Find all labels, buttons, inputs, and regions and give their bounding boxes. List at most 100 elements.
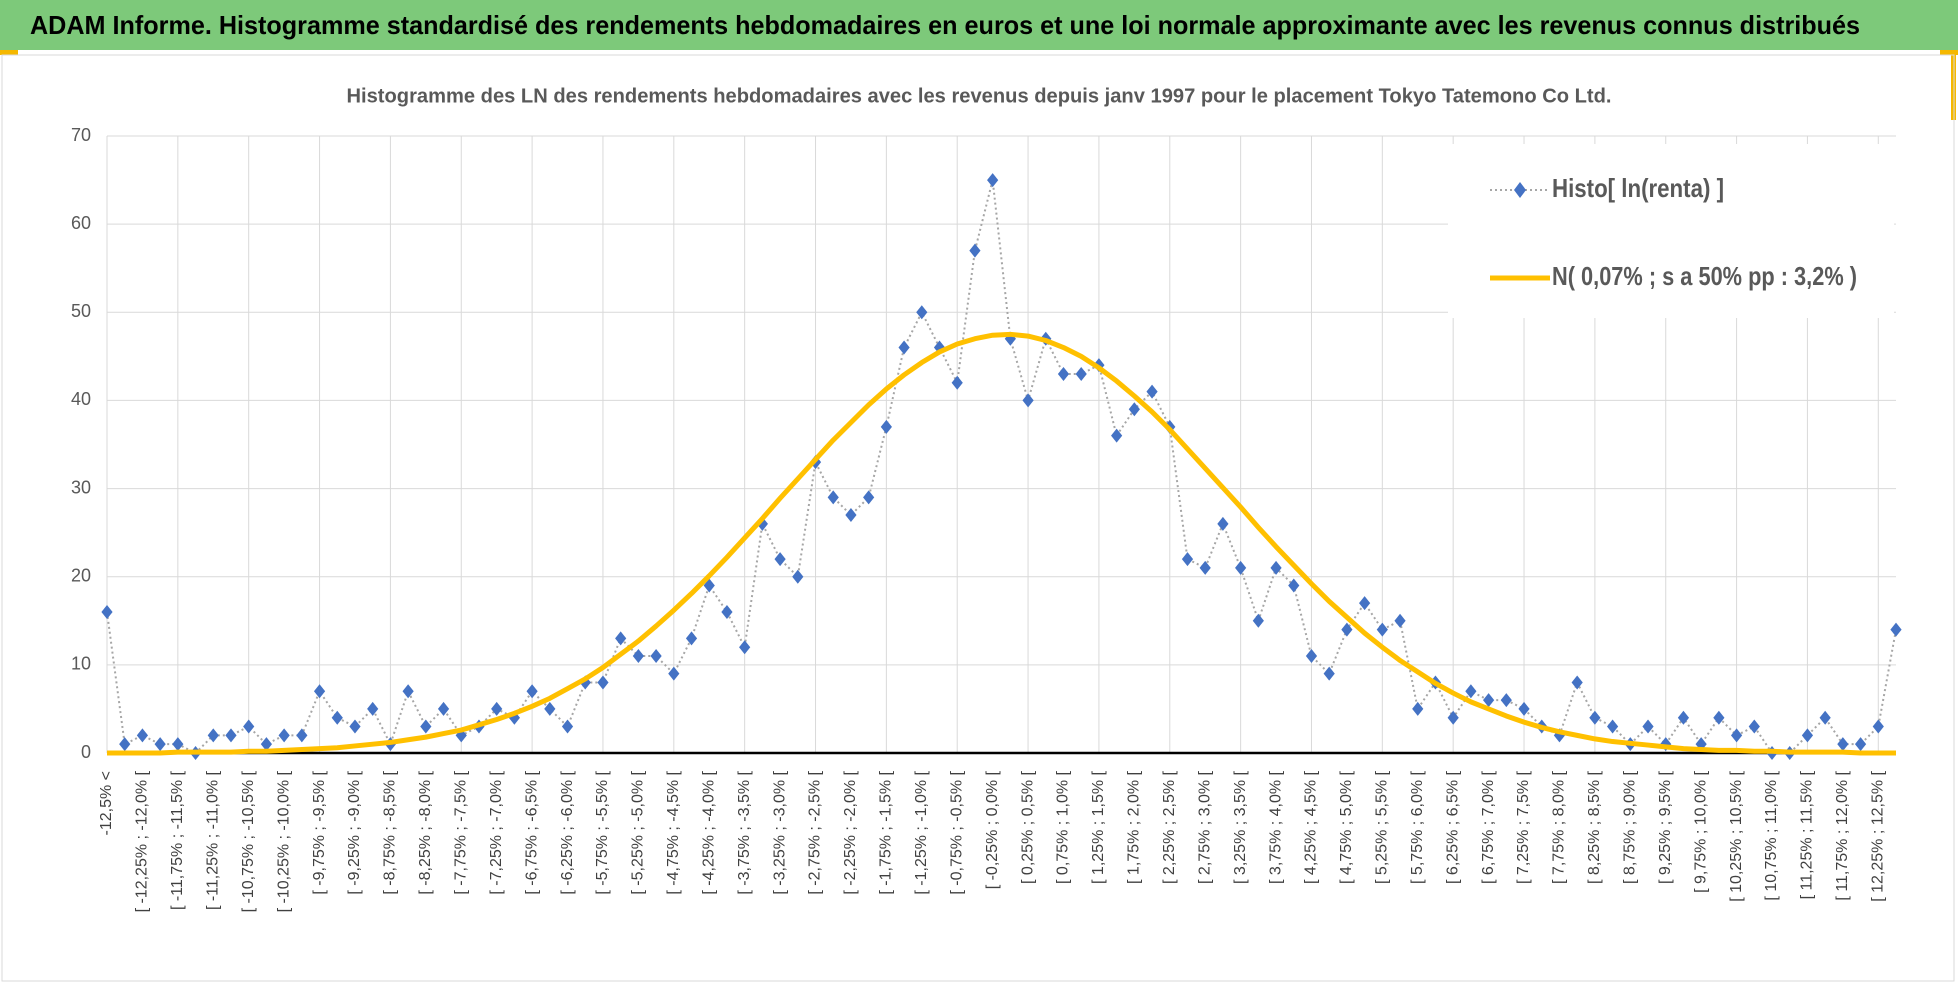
- diamond-marker: [1022, 393, 1034, 408]
- diamond-marker: [987, 173, 999, 188]
- x-tick-label: [ -6,75% ; -6,5% [: [523, 770, 540, 894]
- diamond-marker: [119, 737, 131, 752]
- diamond-marker: [1518, 701, 1530, 716]
- diamond-marker: [668, 666, 680, 681]
- diamond-marker: [1713, 710, 1725, 725]
- x-tick-label: [ -1,75% ; -1,5% [: [878, 770, 895, 894]
- diamond-marker: [1500, 693, 1512, 708]
- diamond-marker: [685, 631, 698, 646]
- diamond-marker: [561, 719, 574, 734]
- diamond-marker: [1323, 666, 1335, 681]
- diamond-marker: [207, 728, 219, 743]
- x-tick-label: [ 10,25% ; 10,5% [: [1728, 770, 1745, 901]
- y-tick-label: 40: [71, 389, 91, 409]
- diamond-marker: [243, 719, 255, 734]
- x-tick-label: [ -2,75% ; -2,5% [: [807, 770, 824, 894]
- legend-box: [1448, 144, 1894, 318]
- x-tick-label: [ 2,25% ; 2,5% [: [1161, 770, 1178, 884]
- x-tick-label: [ -4,25% ; -4,0% [: [700, 770, 717, 894]
- x-tick-label: [ 4,75% ; 5,0% [: [1338, 770, 1355, 884]
- diamond-marker: [1252, 613, 1264, 628]
- diamond-marker: [721, 604, 733, 619]
- diamond-marker: [278, 728, 290, 743]
- y-tick-label: 70: [71, 125, 91, 145]
- diamond-marker: [225, 728, 237, 743]
- x-tick-label: [ -9,75% ; -9,5% [: [311, 770, 328, 894]
- diamond-marker: [1819, 710, 1831, 725]
- x-tick-label: [ 12,25% ; 12,5% [: [1870, 770, 1887, 901]
- x-tick-label: [ -6,25% ; -6,0% [: [559, 770, 576, 894]
- diamond-marker: [437, 701, 450, 716]
- x-tick-label: [ -10,75% ; -10,5% [: [240, 770, 257, 912]
- diamond-marker: [739, 640, 751, 655]
- diamond-marker: [1801, 728, 1814, 743]
- diamond-marker: [1305, 649, 1318, 664]
- y-tick-label: 50: [71, 301, 91, 321]
- diamond-marker: [1447, 710, 1459, 725]
- y-tick-label: 20: [71, 565, 91, 585]
- x-tick-label: -12,5% <: [98, 771, 115, 835]
- diamond-marker: [544, 701, 556, 716]
- x-tick-label: [ -12,25% ; -12,0% [: [134, 770, 151, 912]
- diamond-marker: [313, 684, 326, 699]
- x-tick-label: [ 2,75% ; 3,0% [: [1196, 770, 1213, 884]
- diamond-marker: [650, 649, 662, 664]
- diamond-marker: [1181, 552, 1194, 567]
- diamond-marker: [1872, 719, 1884, 734]
- diamond-marker: [1341, 622, 1353, 637]
- diamond-marker: [1270, 560, 1282, 575]
- x-tick-label: [ 8,75% ; 9,0% [: [1622, 770, 1639, 884]
- diamond-marker: [632, 649, 644, 664]
- diamond-marker: [1359, 596, 1371, 611]
- diamond-marker: [1483, 693, 1495, 708]
- diamond-marker: [136, 728, 149, 743]
- series-line: [106, 179, 1897, 755]
- x-tick-label: [ -2,25% ; -2,0% [: [842, 770, 859, 894]
- diamond-marker: [880, 419, 892, 434]
- x-tick-label: [ -3,25% ; -3,0% [: [771, 770, 788, 894]
- x-tick-label: [ 0,75% ; 1,0% [: [1055, 770, 1072, 884]
- y-tick-label: 60: [71, 213, 91, 233]
- diamond-marker: [916, 305, 928, 320]
- x-tick-label: [ 5,25% ; 5,5% [: [1374, 770, 1391, 884]
- x-tick-label: [ -5,25% ; -5,0% [: [630, 770, 647, 894]
- x-tick-label: [ 1,25% ; 1,5% [: [1090, 770, 1107, 884]
- x-tick-label: [ 11,25% ; 11,5% [: [1799, 770, 1816, 899]
- diamond-marker: [898, 340, 910, 355]
- corner-accent: [1940, 50, 1958, 55]
- diamond-marker: [774, 552, 786, 567]
- diamond-marker: [1111, 428, 1123, 443]
- x-tick-label: [ -3,75% ; -3,5% [: [736, 770, 753, 894]
- diamond-marker: [349, 719, 361, 734]
- diamond-marker: [1748, 719, 1760, 734]
- diamond-marker: [260, 737, 273, 752]
- x-tick-label: [ -9,25% ; -9,0% [: [346, 770, 363, 894]
- y-tick-label: 10: [71, 654, 91, 674]
- diamond-marker: [1606, 719, 1619, 734]
- x-tick-label: [ 0,25% ; 0,5% [: [1019, 770, 1036, 884]
- x-tick-label: [ 8,25% ; 8,5% [: [1586, 770, 1603, 884]
- x-tick-label: [ 10,75% ; 11,0% [: [1763, 770, 1780, 900]
- diamond-marker: [1589, 710, 1601, 725]
- legend-label: Histo[ ln(renta) ]: [1552, 173, 1724, 203]
- x-tick-label: [ 9,75% ; 10,0% [: [1692, 770, 1709, 892]
- diamond-marker: [792, 569, 804, 584]
- x-tick-label: [ 4,25% ; 4,5% [: [1303, 770, 1320, 884]
- diamond-marker: [1854, 737, 1867, 752]
- x-tick-label: [ 6,75% ; 7,0% [: [1480, 770, 1497, 884]
- diamond-marker: [1837, 737, 1849, 752]
- chart-title: Histogramme des LN des rendements hebdom…: [347, 85, 1612, 107]
- diamond-marker: [1412, 701, 1424, 716]
- x-tick-label: [ 7,25% ; 7,5% [: [1515, 770, 1532, 884]
- diamond-marker: [1128, 402, 1140, 417]
- legend-label: N( 0,07% ; s a 50% pp : 3,2% ): [1552, 261, 1857, 291]
- x-tick-label: [ -11,75% ; -11,5% [: [169, 770, 186, 910]
- x-tick-label: [ 5,75% ; 6,0% [: [1409, 770, 1426, 884]
- x-tick-label: [ -8,75% ; -8,5% [: [382, 770, 399, 894]
- x-tick-label: [ -11,25% ; -11,0% [: [204, 770, 221, 910]
- chart-frame: [1, 54, 1955, 982]
- diamond-marker: [1571, 675, 1583, 690]
- diamond-marker: [1642, 719, 1654, 734]
- diamond-marker: [1730, 728, 1743, 743]
